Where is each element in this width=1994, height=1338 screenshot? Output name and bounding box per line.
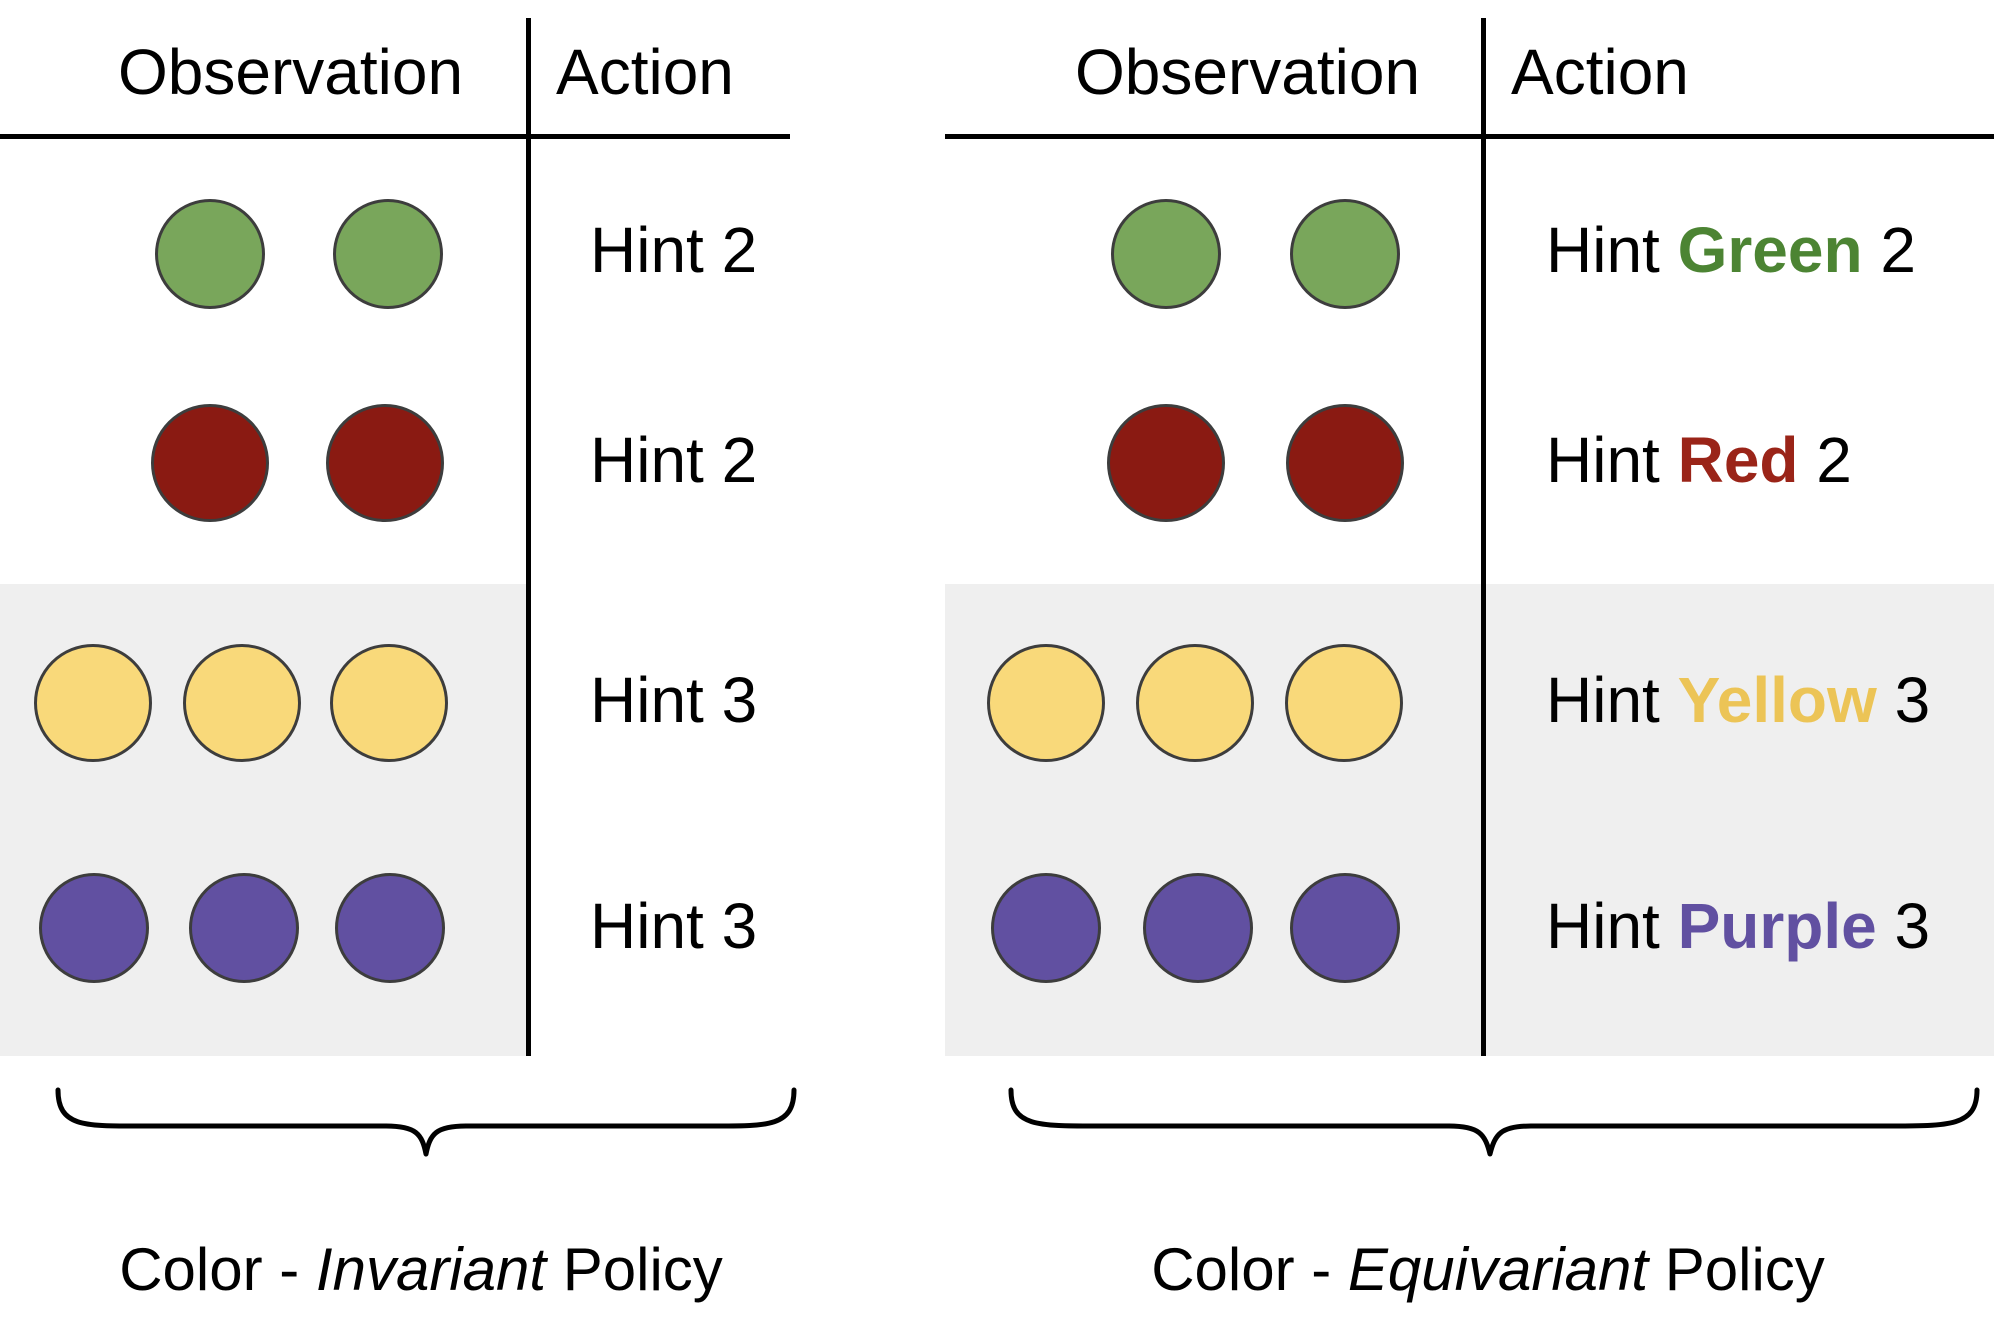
action-label: Hint 3 — [590, 664, 758, 736]
circle-icon — [1290, 199, 1400, 309]
hint-number: 3 — [1876, 890, 1931, 962]
hint-prefix: Hint — [1546, 890, 1678, 962]
caption-prefix: Color - — [119, 1236, 316, 1303]
action-header-right: Action — [1511, 36, 1689, 108]
action-label: Hint 2 — [590, 214, 758, 286]
circle-icon — [1136, 644, 1254, 762]
hint-prefix: Hint — [1546, 664, 1678, 736]
caption-emphasis: Invariant — [315, 1236, 547, 1303]
circle-icon — [1107, 404, 1225, 522]
circle-icon — [39, 873, 149, 983]
equivariant-policy-caption: Color - Equivariant Policy — [982, 1240, 1994, 1300]
action-label: Hint 2 — [590, 424, 758, 496]
curly-brace-icon — [1008, 1087, 1980, 1157]
circle-icon — [34, 644, 152, 762]
caption-suffix: Policy — [546, 1236, 723, 1303]
caption-suffix: Policy — [1648, 1236, 1825, 1303]
header-rule-left — [0, 134, 790, 139]
action-label: Hint Yellow 3 — [1546, 668, 1930, 732]
column-divider-right — [1481, 18, 1486, 1056]
circle-icon — [1290, 873, 1400, 983]
hint-number: 2 — [1798, 424, 1852, 496]
hint-number: 2 — [1862, 214, 1916, 286]
circle-icon — [1285, 644, 1403, 762]
action-label: Hint Red 2 — [1546, 428, 1852, 492]
circle-icon — [1143, 873, 1253, 983]
shaded-band-right — [945, 584, 1994, 1056]
header-rule-right — [945, 134, 1994, 139]
circle-icon — [155, 199, 265, 309]
color-word: Yellow — [1677, 664, 1877, 736]
circle-icon — [991, 873, 1101, 983]
caption-emphasis: Equivariant — [1347, 1236, 1649, 1303]
circle-icon — [333, 199, 443, 309]
circle-icon — [189, 873, 299, 983]
circle-icon — [326, 404, 444, 522]
circle-icon — [330, 644, 448, 762]
circle-icon — [183, 644, 301, 762]
observation-header-left: Observation — [118, 36, 464, 108]
action-label: Hint Green 2 — [1546, 218, 1916, 282]
invariant-policy-caption: Color - Invariant Policy — [0, 1240, 842, 1300]
color-word: Purple — [1677, 890, 1877, 962]
circle-icon — [335, 873, 445, 983]
curly-brace-icon — [55, 1087, 797, 1157]
hint-number: 3 — [1876, 664, 1931, 736]
hint-prefix: Hint — [1546, 214, 1678, 286]
color-word: Red — [1677, 424, 1799, 496]
circle-icon — [1111, 199, 1221, 309]
observation-header-right: Observation — [1075, 36, 1421, 108]
circle-icon — [987, 644, 1105, 762]
column-divider-left — [526, 18, 531, 1056]
circle-icon — [1286, 404, 1404, 522]
hint-prefix: Hint — [1546, 424, 1678, 496]
action-label: Hint 3 — [590, 890, 758, 962]
color-word: Green — [1677, 214, 1863, 286]
caption-prefix: Color - — [1151, 1236, 1348, 1303]
action-label: Hint Purple 3 — [1546, 894, 1930, 958]
circle-icon — [151, 404, 269, 522]
action-header-left: Action — [556, 36, 734, 108]
